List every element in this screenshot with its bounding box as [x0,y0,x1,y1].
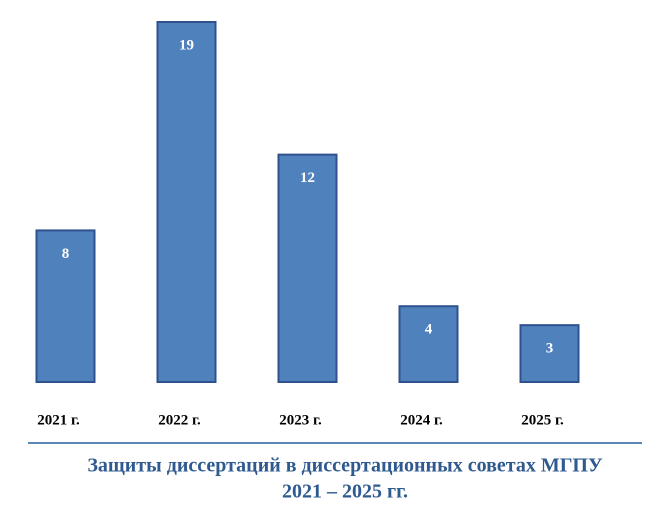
x-tick-label: 2022 г. [158,412,201,428]
data-label: 12 [300,170,315,186]
x-tick-label: 2021 г. [37,412,80,428]
chart-subtitle: 2021 – 2025 гг. [282,481,408,503]
data-label: 4 [425,322,433,338]
x-tick-label: 2023 г. [279,412,322,428]
x-tick-label: 2024 г. [400,412,443,428]
chart-title: Защиты диссертаций в диссертационных сов… [87,455,603,477]
data-label: 8 [62,246,70,262]
bar [277,153,338,383]
data-label: 3 [546,341,554,357]
x-tick-label: 2025 г. [521,412,564,428]
bar [519,324,580,384]
data-label: 19 [179,37,194,53]
bar [156,21,217,383]
bar [35,229,96,383]
bar [398,305,459,384]
